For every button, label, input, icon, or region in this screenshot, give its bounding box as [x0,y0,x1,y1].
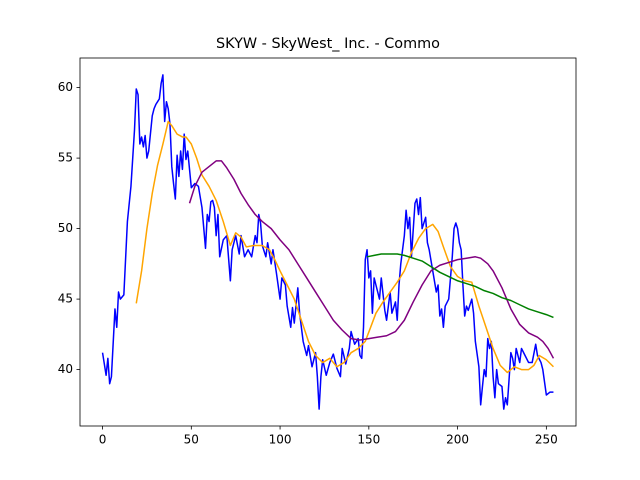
x-tick-label: 100 [269,433,292,447]
x-tick-label: 200 [446,433,469,447]
y-tick-label: 40 [58,362,73,376]
x-tick-label: 50 [184,433,199,447]
x-tick-label: 250 [535,433,558,447]
line-series [101,74,554,410]
line-series [135,120,554,374]
y-tick-label: 50 [58,221,73,235]
line-series [188,160,555,359]
x-tick-label: 0 [99,433,107,447]
plot-frame [79,57,577,427]
y-tick-label: 60 [58,80,73,94]
y-tick-label: 45 [58,292,73,306]
line-series [366,253,554,319]
x-tick-label: 150 [357,433,380,447]
y-tick-label: 55 [58,151,73,165]
chart-title: SKYW - SkyWest_ Inc. - Commo [216,36,440,52]
